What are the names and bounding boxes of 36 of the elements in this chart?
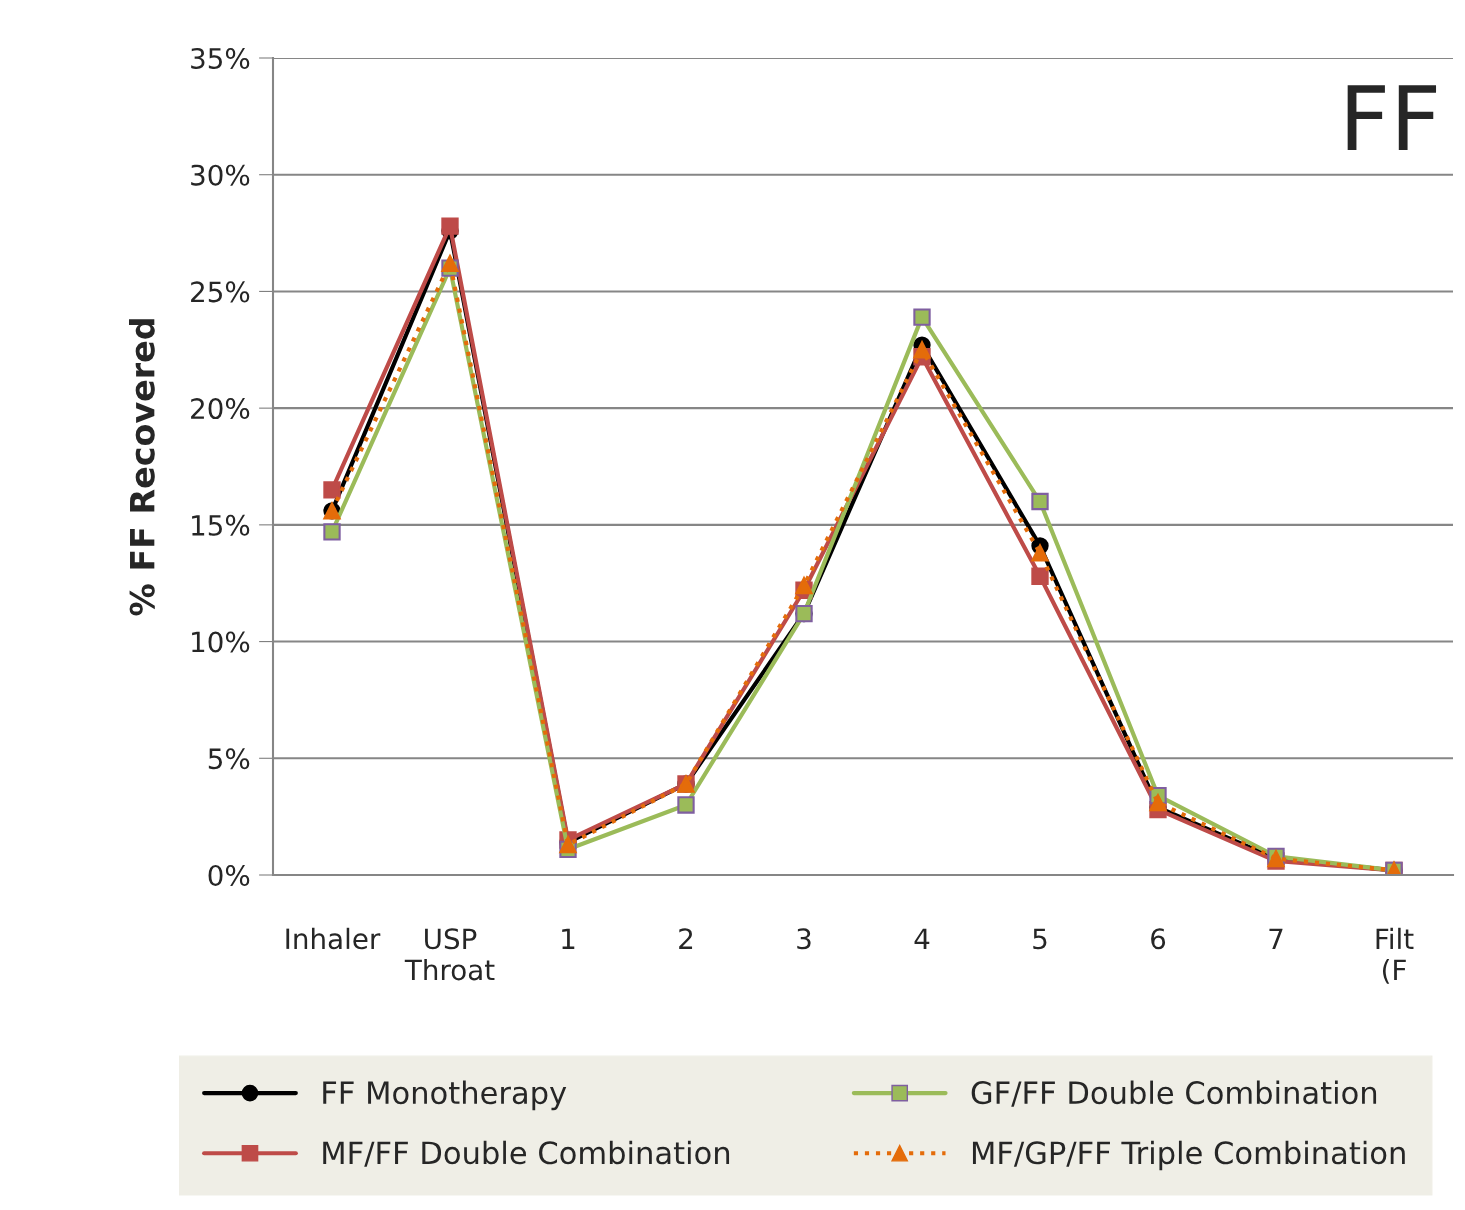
legend-label: FF Monotherapy [323,1080,567,1111]
y-tick-label: 15% [192,514,250,536]
point [795,576,813,595]
x-tick-label: 5 [1033,928,1047,950]
y-tick-label: 25% [191,281,250,303]
y-tick-label: 20% [191,398,250,420]
point [913,308,931,326]
x-tick-label: 1 [562,928,575,949]
y-axis-title: % FF Recovered [129,319,155,616]
point [323,523,341,541]
point [677,796,695,814]
y-tick-label: 35% [191,47,250,69]
x-tick-label: Filt (F [1376,927,1414,984]
x-tick-label: 4 [914,928,930,949]
point [913,341,931,359]
point [441,217,459,235]
legend-label: MF/FF Double Combination [323,1140,730,1167]
x-tick-label: 7 [1269,928,1283,949]
point [323,481,341,499]
point [441,254,459,273]
x-tick-label: Inhaler [286,927,381,950]
legend-label: MF/GP/FF Triple Combination [972,1140,1405,1171]
x-tick-label: 2 [679,928,693,949]
x-tick-label: 3 [797,928,811,950]
chart-title: FF [1347,85,1437,151]
y-tick-label: 0% [208,864,250,886]
legend-label: GF/FF Double Combination [971,1080,1377,1107]
y-tick-label: 10% [192,631,250,653]
point [1031,567,1049,585]
x-tick-label: 6 [1151,928,1166,950]
y-tick-label: 5% [208,748,250,770]
point [1149,793,1167,812]
point [1031,492,1049,511]
y-tick-label: 30% [191,164,250,186]
x-tick-label: USP Throat [404,928,495,981]
point [1031,544,1049,562]
